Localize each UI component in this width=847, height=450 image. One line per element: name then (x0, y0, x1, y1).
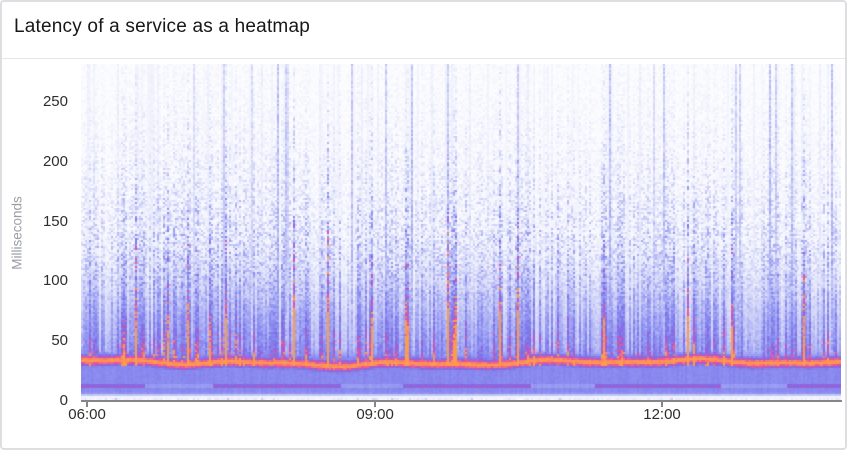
x-axis-line (81, 400, 842, 402)
x-tick-mark (661, 402, 664, 407)
x-tick-label: 09:00 (356, 406, 394, 423)
x-tick-label: 12:00 (643, 406, 681, 423)
y-axis-unit-label: Milliseconds (9, 196, 25, 270)
panel-header: Latency of a service as a heatmap (2, 2, 845, 59)
y-tick-label: 50 (51, 332, 68, 350)
x-tick-mark (86, 402, 89, 407)
y-tick-label: 100 (42, 272, 68, 290)
heatmap-canvas[interactable] (81, 64, 841, 401)
panel-title: Latency of a service as a heatmap (14, 16, 310, 37)
y-tick-label: 150 (42, 212, 68, 230)
y-tick-label: 0 (59, 392, 68, 409)
x-tick-mark (374, 402, 377, 407)
y-tick-label: 250 (42, 93, 68, 111)
y-tick-label: 200 (42, 152, 68, 170)
x-tick-label: 06:00 (68, 406, 106, 423)
